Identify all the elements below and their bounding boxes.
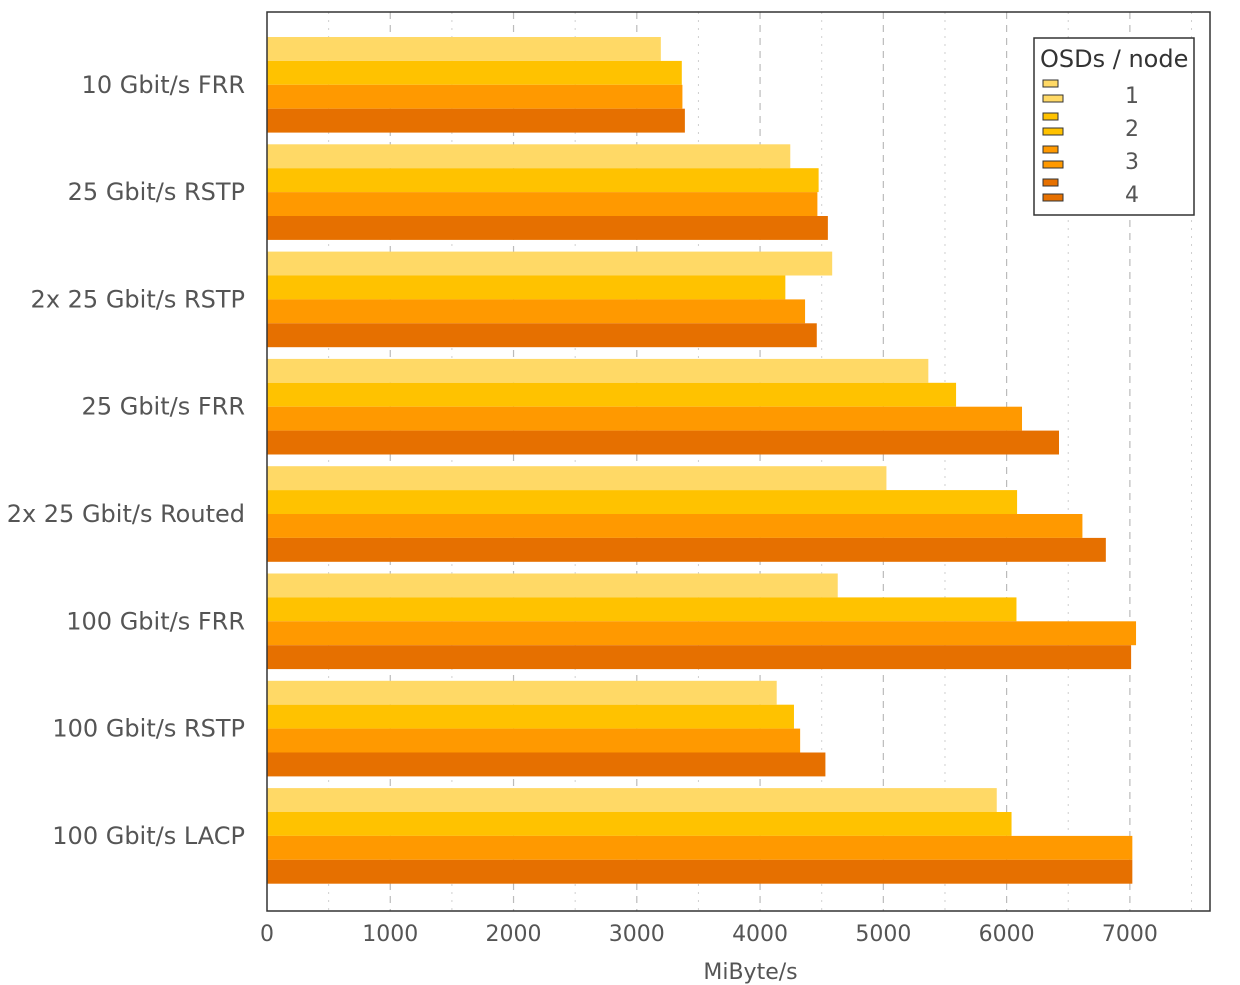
legend-swatch-icon xyxy=(1042,193,1064,202)
bar-6-series-4 xyxy=(267,752,826,777)
category-labels: 10 Gbit/s FRR 25 Gbit/s RSTP 2x 25 Gbit/s … xyxy=(7,71,245,850)
x-tick-labels: 0 1000 2000 3000 4000 5000 6000 7000 xyxy=(260,922,1158,947)
bar-1-series-3 xyxy=(267,192,818,216)
legend-items: 1 2 3 4 xyxy=(1042,79,1139,208)
legend-label: 1 xyxy=(1125,84,1139,109)
bar-4-series-3 xyxy=(267,514,1083,538)
legend-swatch-icon xyxy=(1042,112,1059,121)
bar-2-series-1 xyxy=(267,251,833,276)
bar-4-series-1 xyxy=(267,466,887,491)
bar-5-series-2 xyxy=(267,597,1017,622)
bar-2-series-4 xyxy=(267,323,817,348)
legend-swatch-icon xyxy=(1042,94,1064,103)
bar-4-series-2 xyxy=(267,490,1018,514)
category-label: 25 Gbit/s FRR xyxy=(82,393,245,421)
bar-7-series-2 xyxy=(267,812,1012,836)
x-tick-label: 7000 xyxy=(1102,922,1158,947)
bar-5-series-4 xyxy=(267,645,1132,670)
category-label: 25 Gbit/s RSTP xyxy=(68,178,245,206)
bar-1-series-4 xyxy=(267,216,828,240)
bar-0-series-2 xyxy=(267,60,682,85)
bar-7-series-4 xyxy=(267,859,1133,884)
legend-swatch-icon xyxy=(1042,79,1059,88)
legend-swatch-icon xyxy=(1042,178,1059,187)
x-tick-label: 3000 xyxy=(609,922,665,947)
bar-7-series-3 xyxy=(267,835,1133,860)
x-tick-label: 2000 xyxy=(486,922,542,947)
plot-frame xyxy=(266,11,1211,912)
bar-2-series-2 xyxy=(267,275,786,300)
legend-box xyxy=(1033,37,1195,216)
bar-1-series-1 xyxy=(267,144,791,169)
category-label: 100 Gbit/s LACP xyxy=(52,822,245,850)
category-label: 2x 25 Gbit/s RSTP xyxy=(31,285,245,313)
legend: OSDs / node 1 2 3 4 xyxy=(1033,37,1195,216)
bar-3-series-3 xyxy=(267,406,1023,431)
legend-label: 3 xyxy=(1125,150,1139,175)
bar-5-series-1 xyxy=(267,573,838,598)
legend-label: 2 xyxy=(1125,117,1139,142)
bar-3-series-1 xyxy=(267,358,929,383)
bar-0-series-4 xyxy=(267,108,685,133)
bar-1-series-2 xyxy=(267,168,819,193)
bar-3-series-2 xyxy=(267,382,957,407)
bar-7-series-1 xyxy=(267,788,997,812)
bar-4-series-4 xyxy=(267,537,1106,562)
bar-6-series-1 xyxy=(267,680,777,705)
bar-2-series-3 xyxy=(267,299,806,324)
category-label: 100 Gbit/s FRR xyxy=(66,607,245,635)
bar-3-series-4 xyxy=(267,430,1059,455)
legend-swatch-icon xyxy=(1042,127,1064,136)
category-label: 10 Gbit/s FRR xyxy=(82,71,245,99)
legend-label: 4 xyxy=(1125,183,1139,208)
bars xyxy=(267,37,1137,884)
x-tick-label: 1000 xyxy=(362,922,418,947)
x-tick-label: 5000 xyxy=(855,922,911,947)
bar-0-series-3 xyxy=(267,84,683,109)
bar-5-series-3 xyxy=(267,621,1137,646)
legend-title: OSDs / node xyxy=(1040,45,1188,73)
x-tick-label: 6000 xyxy=(979,922,1035,947)
bar-6-series-3 xyxy=(267,728,801,753)
category-label: 2x 25 Gbit/s Routed xyxy=(7,500,245,528)
legend-swatch-icon xyxy=(1042,145,1059,154)
x-tick-label: 0 xyxy=(260,922,274,947)
bar-6-series-2 xyxy=(267,704,794,729)
x-tick-label: 4000 xyxy=(732,922,788,947)
legend-swatch-icon xyxy=(1042,160,1064,169)
bar-0-series-1 xyxy=(267,37,661,61)
x-axis-title: MiByte/s xyxy=(703,960,797,985)
category-label: 100 Gbit/s RSTP xyxy=(52,715,245,743)
